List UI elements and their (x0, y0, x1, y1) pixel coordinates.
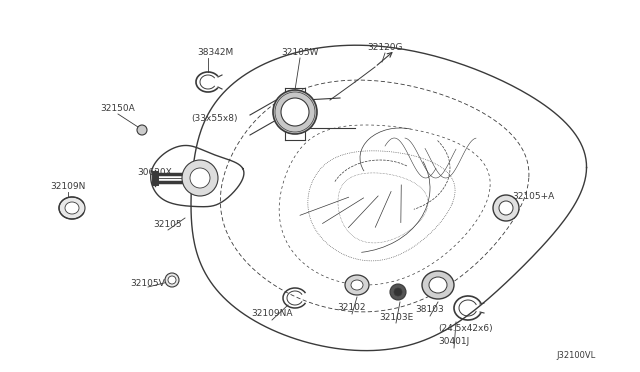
Ellipse shape (394, 288, 402, 296)
Text: 30620X: 30620X (138, 167, 172, 176)
Ellipse shape (59, 197, 85, 219)
Ellipse shape (351, 280, 363, 290)
Text: 32105V: 32105V (131, 279, 165, 289)
Ellipse shape (165, 273, 179, 287)
Text: 32150A: 32150A (100, 103, 136, 112)
Text: (24.5x42x6): (24.5x42x6) (438, 324, 493, 333)
Text: 30401J: 30401J (438, 337, 470, 346)
Ellipse shape (190, 168, 210, 188)
Text: J32100VL: J32100VL (557, 352, 596, 360)
Text: 32105: 32105 (154, 219, 182, 228)
Ellipse shape (422, 271, 454, 299)
Text: 32109N: 32109N (51, 182, 86, 190)
Text: 32109NA: 32109NA (252, 310, 292, 318)
Ellipse shape (182, 160, 218, 196)
Ellipse shape (65, 202, 79, 214)
Ellipse shape (168, 276, 176, 284)
Ellipse shape (281, 98, 309, 126)
Text: 32102: 32102 (338, 304, 366, 312)
Ellipse shape (493, 195, 519, 221)
Text: (33x55x8): (33x55x8) (192, 113, 238, 122)
Text: 32105+A: 32105+A (512, 192, 554, 201)
Text: 32103E: 32103E (379, 314, 413, 323)
Ellipse shape (499, 201, 513, 215)
Text: 38103: 38103 (415, 305, 444, 314)
Ellipse shape (345, 275, 369, 295)
Ellipse shape (429, 277, 447, 293)
Ellipse shape (390, 284, 406, 300)
Text: 38342M: 38342M (197, 48, 233, 57)
Ellipse shape (137, 125, 147, 135)
Text: 32120G: 32120G (367, 42, 403, 51)
Ellipse shape (273, 90, 317, 134)
Text: 32105W: 32105W (281, 48, 319, 57)
